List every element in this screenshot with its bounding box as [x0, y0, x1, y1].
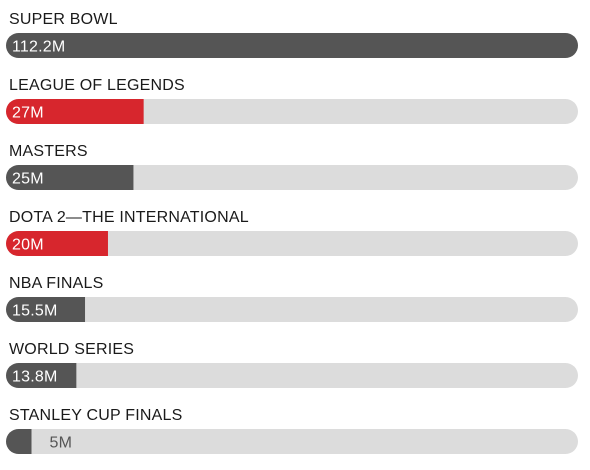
bar-track — [6, 429, 578, 454]
value-label: 25M — [12, 171, 44, 188]
category-label: LEAGUE OF LEGENDS — [9, 77, 185, 94]
value-label: 112.2M — [12, 39, 65, 56]
category-label: SUPER BOWL — [9, 11, 118, 28]
category-label: STANLEY CUP FINALS — [9, 407, 182, 424]
value-label: 15.5M — [12, 303, 57, 320]
bar-track — [6, 363, 578, 388]
bar — [6, 165, 134, 190]
bar — [6, 363, 77, 388]
bar-track — [6, 99, 578, 124]
bar — [6, 429, 32, 454]
value-label: 20M — [12, 237, 44, 254]
bar — [6, 297, 86, 322]
value-label: 5M — [49, 435, 72, 452]
category-label: WORLD SERIES — [9, 341, 134, 358]
bar — [6, 231, 108, 256]
bar-track — [6, 231, 578, 256]
value-label: 13.8M — [12, 369, 57, 386]
bar-track — [6, 297, 578, 322]
value-label: 27M — [12, 105, 44, 122]
bar — [6, 99, 144, 124]
category-label: MASTERS — [9, 143, 88, 160]
bar-track — [6, 165, 578, 190]
category-label: DOTA 2—THE INTERNATIONAL — [9, 209, 249, 226]
bar — [6, 33, 578, 58]
category-label: NBA FINALS — [9, 275, 103, 292]
